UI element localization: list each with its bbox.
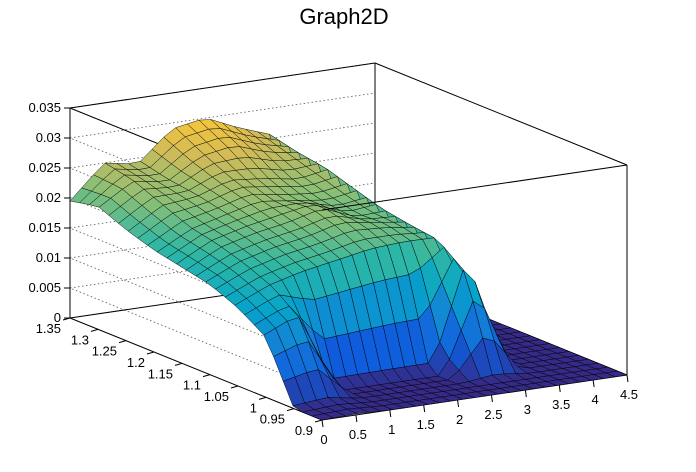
z-tick-label: 0.025 [28,160,61,175]
y-tick-label: 1.2 [127,355,145,370]
y-tick-label: 0.95 [260,412,285,427]
y-axis: 0.9 0.951 1.051.1 1.151.2 1.251.3 1.35 [36,317,323,438]
y-tick [174,362,183,366]
frame-edge [374,62,628,166]
y-tick-label: 0.9 [295,423,313,438]
x-tick-label: 3 [524,402,531,417]
x-tick-label: 3.5 [552,397,570,412]
z-tick-label: 0.015 [28,220,61,235]
x-tick-label: 4.5 [620,387,638,402]
y-tick [90,328,99,332]
z-tick-label: 0.035 [28,100,61,115]
y-tick [202,374,211,378]
frame-edge [69,317,323,421]
z-tick-label: 0.01 [36,250,61,265]
x-tick-label: 2 [456,412,463,427]
x-tick [524,389,527,398]
y-tick-label: 1.35 [36,321,61,336]
x-tick-label: 0 [320,432,327,447]
x-tick [592,379,595,388]
z-tick-label: 0.03 [36,130,61,145]
x-tick [558,384,561,393]
y-tick [258,396,267,400]
z-tick-label: 0.02 [36,190,61,205]
x-axis: 0 0.5 1 1.5 2 2.5 3 3.5 4 4.5 [320,374,638,447]
y-tick-label: 1.05 [204,389,229,404]
y-tick [314,419,323,423]
x-tick [355,414,358,423]
x-tick [389,409,392,418]
y-tick-label: 1.15 [148,366,173,381]
z-tick-label: 0.005 [28,280,61,295]
z-axis: 0 0.005 0.01 0.015 0.02 0.025 0.03 0.035 [28,100,70,325]
y-tick-label: 1.3 [71,332,89,347]
x-tick-label: 2.5 [484,407,502,422]
grid-line [68,92,376,241]
surface-cell [605,370,628,377]
frame-edge [321,164,628,211]
y-tick [118,340,127,344]
x-tick-label: 4 [591,392,598,407]
x-tick [457,399,460,408]
frame-edge [69,62,376,109]
x-tick-label: 1 [388,422,395,437]
x-tick-label: 0.5 [349,427,367,442]
x-tick [626,374,629,383]
y-tick-label: 1 [250,400,257,415]
z-tick-label: 0 [54,310,61,325]
box-frame-front [321,62,628,375]
surface-mesh [69,119,628,421]
y-tick [286,408,295,412]
y-tick [146,351,155,355]
y-tick-label: 1.1 [183,378,201,393]
y-tick [230,385,239,389]
x-tick-label: 1.5 [417,417,435,432]
chart-title: Graph2D [299,4,388,29]
x-tick [490,394,493,403]
x-tick [321,419,324,428]
y-tick-label: 1.25 [92,344,117,359]
x-tick [423,404,426,413]
